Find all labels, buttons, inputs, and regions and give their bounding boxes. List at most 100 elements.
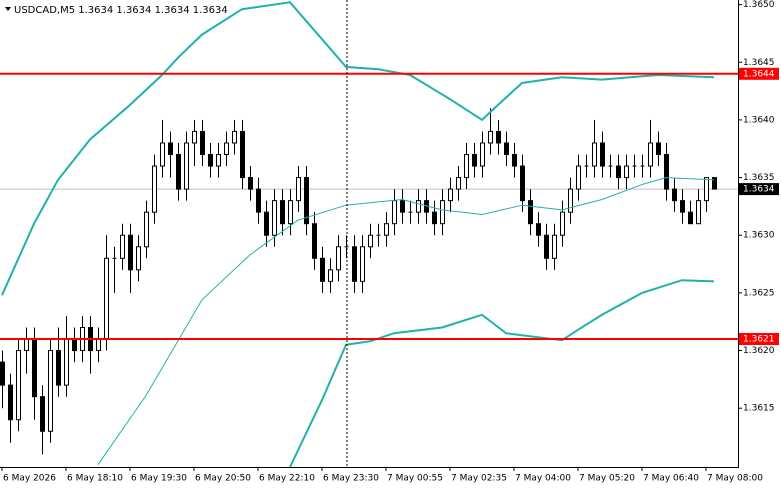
candle-body [360,246,365,282]
candle-body [592,142,597,167]
x-tick-label: 7 May 00:55 [387,474,443,484]
candle-body [680,200,685,213]
candle-body [328,269,333,282]
candle-body [456,177,461,190]
bid-label: 1.3634 [743,185,775,195]
candle-body [624,165,629,179]
candle-body [144,211,149,248]
candle-body [664,154,669,190]
x-tick-label: 7 May 04:00 [515,474,571,484]
candle-body [352,246,357,282]
x-tick-label: 6 May 23:30 [323,474,379,484]
candle-body [600,142,605,167]
y-tick-label: 1.3615 [743,404,775,414]
candle-body [560,211,565,236]
candle-body [264,211,269,236]
y-tick-label: 1.3620 [743,346,775,356]
candle-body [576,165,581,190]
candle-body [312,223,317,259]
candle-body [136,246,141,271]
candle-body [496,130,501,144]
candle-body [160,142,165,167]
plot-area [0,1,738,467]
candle-body [448,188,453,202]
x-tick-label: 7 May 05:20 [579,474,635,484]
candle-body [464,154,469,179]
x-tick-label: 7 May 06:40 [643,474,699,484]
candle-body [280,200,285,225]
x-tick-label: 6 May 19:30 [131,474,187,484]
candle-body [248,177,253,190]
candle-body [216,154,221,167]
y-tick-label: 1.3630 [743,231,775,241]
candle-body [296,177,301,202]
candle-body [672,188,677,202]
band-line [97,177,715,465]
candle-body [488,130,493,144]
candle-body [704,177,709,202]
chart-title: USDCAD,M5 1.3634 1.3634 1.3634 1.3634 [14,5,228,16]
candle-body [200,130,205,156]
level-label: 1.3644 [743,69,775,79]
candle-body [40,396,45,432]
x-tick-label: 6 May 18:10 [67,474,123,484]
candle-body [432,211,437,225]
candle-body [552,234,557,259]
candle-body [288,200,293,225]
level-label-box [739,67,779,80]
candle-body [24,338,29,352]
candle-body [648,142,653,167]
candle-body [272,200,277,236]
candle-body [192,130,197,144]
y-tick-label: 1.3650 [743,0,775,10]
candle-body [520,165,525,202]
candle-body [176,154,181,190]
candle-body [96,338,101,352]
candle-body [120,234,125,259]
candle-body [392,200,397,225]
candle-body [480,142,485,167]
band-line [289,279,715,467]
candle-body [440,200,445,225]
candle-body [240,130,245,179]
menu-icon [5,7,11,11]
x-tick-label: 7 May 02:35 [451,474,507,484]
candle-body [712,177,717,190]
candle-body [696,200,701,225]
candle-body [416,200,421,213]
candle-body [48,350,53,432]
candle-body [208,154,213,167]
candle-body [152,165,157,213]
candle-body [472,154,477,167]
candle-body [512,154,517,167]
candle-body [232,130,237,144]
candle-body [32,338,37,398]
candle-body [536,223,541,236]
y-tick-label: 1.3635 [743,173,775,183]
x-tick-label: 6 May 20:50 [195,474,251,484]
candle-body [688,211,693,225]
candle-body [168,142,173,156]
candle-body [400,200,405,213]
candle-body [528,200,533,225]
candle-body [184,142,189,190]
y-tick-label: 1.3640 [743,115,775,125]
candle-body [368,234,373,248]
candle-body [544,234,549,259]
level-label: 1.3621 [743,335,775,345]
candle-body [0,361,5,386]
y-tick-label: 1.3645 [743,58,775,68]
candle-body [224,142,229,156]
candle-body [56,350,61,386]
candle-body [304,177,309,225]
candle-body [568,188,573,213]
candle-body [256,188,261,213]
x-tick-label: 6 May 2026 [3,474,56,484]
candle-body [504,142,509,156]
bid-label-box [739,183,779,196]
candle-body [72,338,77,352]
candle-body [16,350,21,421]
candle-body [104,257,109,340]
candle-body [128,234,133,271]
